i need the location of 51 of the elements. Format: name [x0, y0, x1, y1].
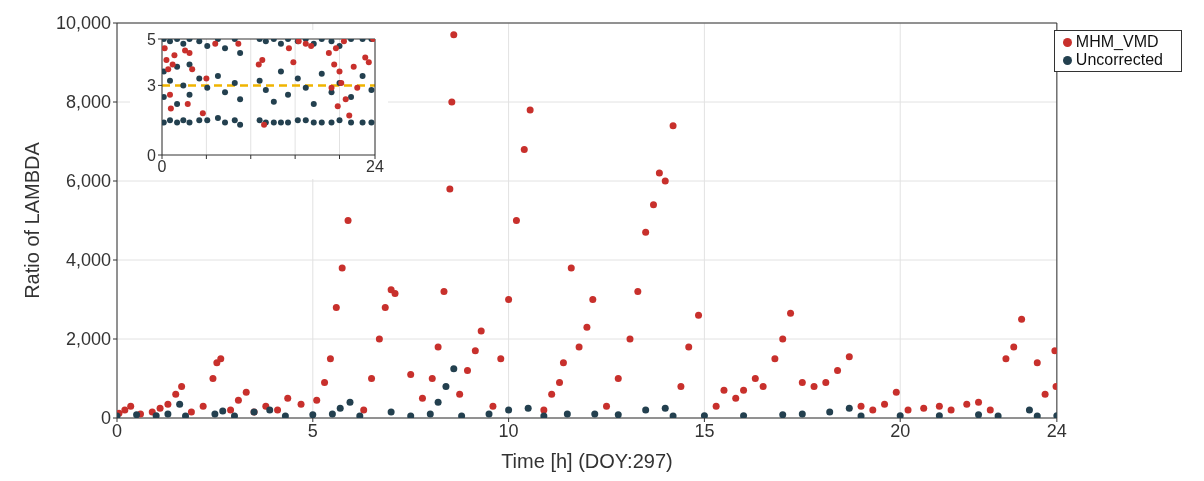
legend-label: Uncorrected	[1075, 51, 1163, 68]
point	[212, 40, 219, 47]
point	[169, 61, 176, 68]
point	[255, 61, 262, 68]
point	[235, 40, 242, 47]
point	[167, 105, 174, 112]
point	[290, 59, 297, 66]
point	[365, 59, 372, 66]
point	[336, 68, 343, 75]
x-tick-label: 15	[694, 420, 715, 441]
point	[328, 84, 335, 91]
legend-label: MHM_VMD	[1075, 33, 1159, 50]
point	[163, 56, 170, 63]
point	[162, 45, 168, 52]
point	[302, 40, 309, 47]
x-tick-label: 24	[1046, 420, 1067, 441]
y-tick-label: 0	[147, 146, 157, 164]
x-tick-label: 5	[307, 420, 318, 441]
y-tick-label: 5	[147, 30, 157, 48]
y-tick-label: 3	[147, 77, 157, 95]
x-tick-label: 10	[498, 420, 519, 441]
point	[362, 54, 369, 61]
point	[325, 49, 332, 56]
point	[171, 52, 178, 59]
point	[166, 91, 173, 98]
point	[334, 103, 341, 110]
y-tick-label: 10,000	[55, 13, 111, 34]
y-tick-label: 8,000	[65, 92, 111, 113]
x-axis-title: Time [h] (DOY:297)	[501, 450, 673, 472]
y-tick-label: 4,000	[65, 250, 111, 271]
x-tick-label: 24	[366, 158, 384, 176]
point	[259, 56, 266, 63]
point	[340, 39, 347, 45]
point	[186, 49, 193, 56]
point	[182, 47, 189, 54]
point	[203, 75, 210, 82]
point	[332, 45, 339, 52]
point	[199, 110, 206, 117]
point	[189, 66, 196, 73]
point	[350, 63, 357, 70]
point	[354, 84, 361, 91]
x-tick-label: 20	[890, 420, 911, 441]
point	[342, 96, 349, 103]
point	[165, 66, 172, 73]
point	[184, 100, 191, 107]
point	[331, 61, 338, 68]
y-axis-title: Ratio of LAMBDA	[21, 141, 44, 299]
point	[346, 112, 353, 119]
y-tick-label: 6,000	[65, 171, 111, 192]
y-tick-label: 2,000	[65, 329, 111, 350]
point	[285, 45, 292, 52]
